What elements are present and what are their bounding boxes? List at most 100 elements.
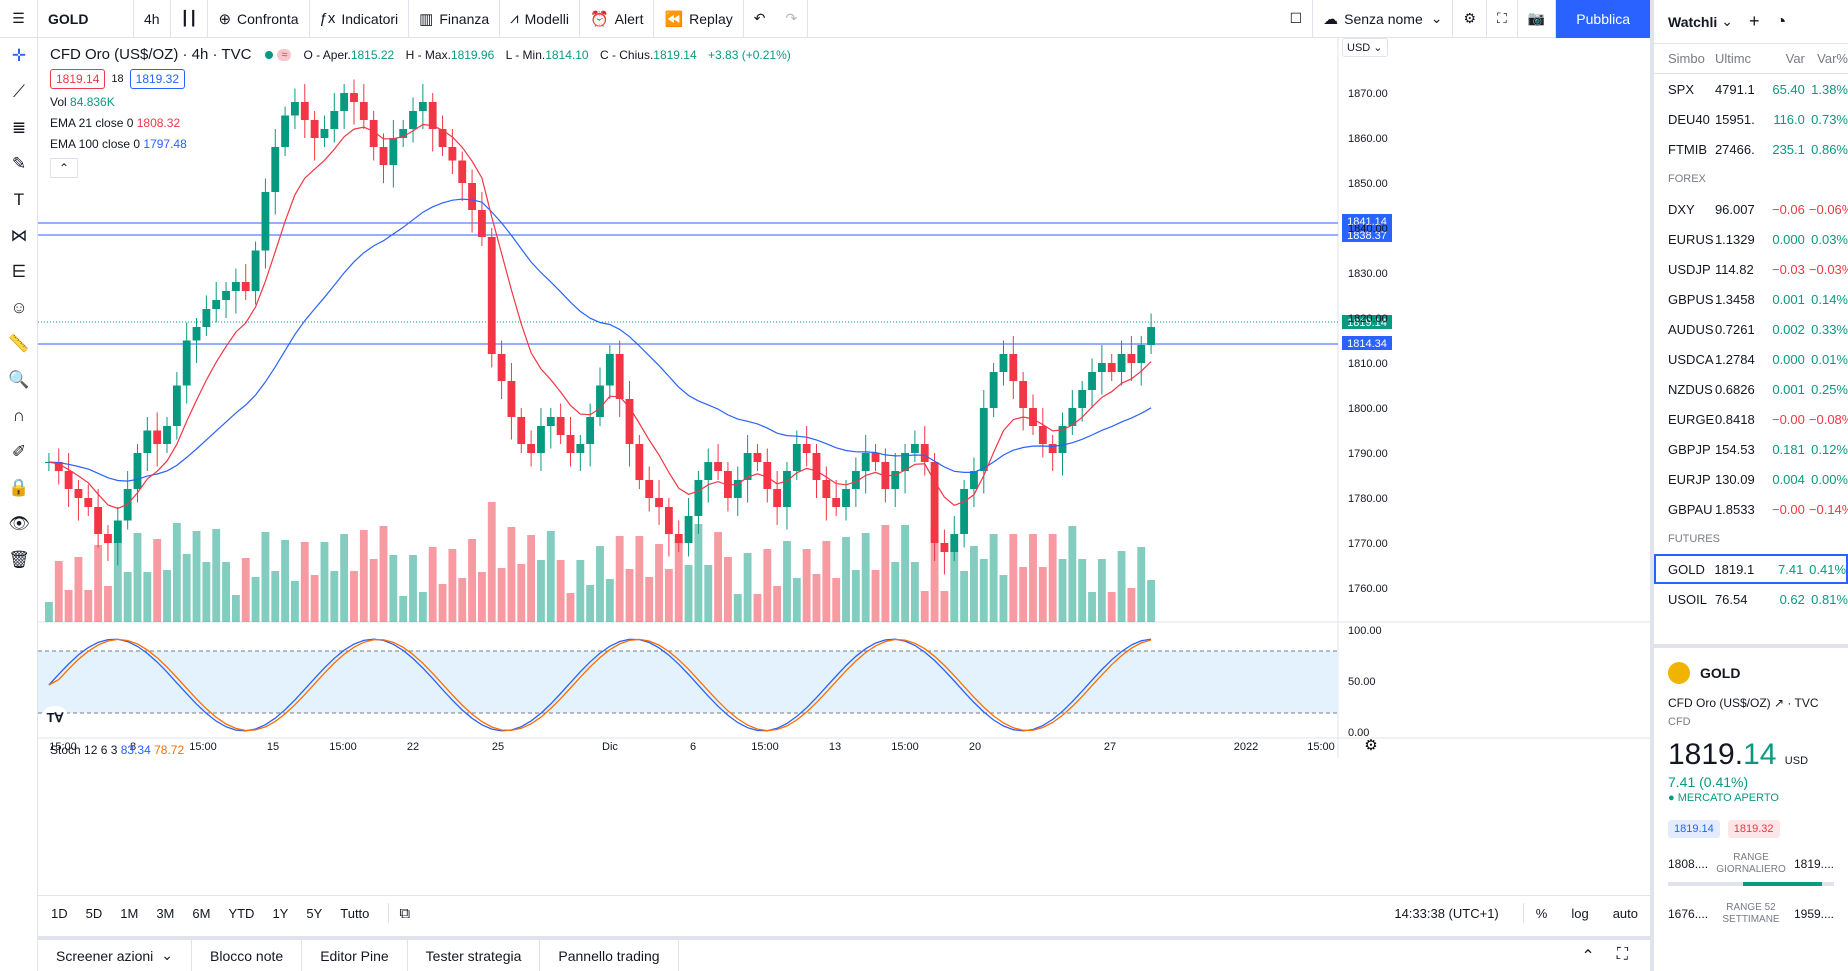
log-toggle[interactable]: log [1571, 905, 1589, 921]
chart-area[interactable]: 1841.14 1838.37 1819.14 1814.34 1870.00 1… [38, 38, 1650, 888]
plus-icon[interactable]: + [1749, 11, 1760, 31]
tab-stock-screener[interactable]: Screener azioni ⌄ [38, 940, 193, 971]
gear-icon[interactable]: ⚙ [1364, 737, 1377, 754]
watchlist-row-eurus[interactable]: EURUS 1.1329 0.000 0.03% [1654, 224, 1848, 254]
maximize-icon[interactable]: ⛶ [1616, 945, 1628, 963]
fullscreen-button[interactable]: ⛶ [1487, 0, 1518, 38]
text-tool-icon[interactable]: T [13, 190, 25, 209]
lock-icon[interactable]: 🔒 [8, 478, 30, 497]
detail-symbol[interactable]: GOLD [1700, 665, 1741, 681]
eye-icon[interactable]: 👁 [8, 514, 30, 533]
range-6m[interactable]: 6M [192, 905, 211, 921]
watchlist-row-usoil[interactable]: USOIL 76.54 0.62 0.81% [1654, 584, 1848, 614]
tab-notes[interactable]: Blocco note [192, 940, 303, 971]
tab-pine-editor[interactable]: Editor Pine [302, 940, 408, 971]
tab-trading-panel[interactable]: Pannello trading [540, 940, 679, 971]
range-1m[interactable]: 1M [120, 905, 139, 921]
ema21-legend[interactable]: EMA 21 close 0 1808.32 [50, 116, 799, 130]
tab-strategy-tester[interactable]: Tester strategia [408, 940, 541, 971]
clock-timezone[interactable]: 14:33:38 (UTC+1) [1394, 905, 1499, 921]
col-last[interactable]: Ultimc [1714, 51, 1752, 66]
crosshair-icon[interactable]: ✛ [11, 46, 27, 65]
chart-type-button[interactable]: ┃┃ [171, 0, 209, 38]
time-axis[interactable]: 15:00 8 15:00 15 15:00 22 25 Dic 6 15:00 13 15:00 20… [49, 741, 1335, 753]
currency-selector[interactable]: USD ⌄ [1342, 38, 1388, 57]
replay-button[interactable]: ⏪ Replay [654, 0, 744, 38]
watchlist-row-deu40[interactable]: DEU40 15951. 116.0 0.73% [1654, 104, 1848, 134]
settings-button[interactable]: ⚙ [1453, 0, 1488, 38]
watchlist-row-gbpjp[interactable]: GBPJP 154.53 0.181 0.12% [1654, 434, 1848, 464]
range-tutto[interactable]: Tutto [340, 905, 370, 921]
watchlist-row-spx[interactable]: SPX 4791.1 65.40 1.38% [1654, 74, 1848, 104]
price-axis[interactable]: 1870.00 1860.00 1850.00 1840.00 1830.00 1820.… [1348, 88, 1388, 595]
col-change-pct[interactable]: Var% [1817, 51, 1848, 66]
pattern-icon[interactable]: ⋈ [10, 226, 28, 245]
range-5y[interactable]: 5Y [306, 905, 323, 921]
compare-button[interactable]: ⊕ Confronta [208, 0, 310, 38]
chart-canvas[interactable]: 1841.14 1838.37 1819.14 1814.34 1870.001… [38, 38, 1650, 888]
detail-name[interactable]: CFD Oro (US$/OZ) [1668, 696, 1771, 710]
trend-line-icon[interactable]: ⟋ [13, 82, 25, 101]
bid-pill[interactable]: 1819.14 [50, 69, 106, 89]
watchlist-row-gbpus[interactable]: GBPUS 1.3458 0.001 0.14% [1654, 284, 1848, 314]
fib-icon[interactable]: ⋿ [11, 262, 27, 281]
range-3m[interactable]: 3M [156, 905, 175, 921]
watchlist-title[interactable]: Watchli [1668, 13, 1718, 30]
watchlist-row-dxy[interactable]: DXY 96.007 −0.06−0.06% [1654, 194, 1848, 224]
layout-toggle-button[interactable]: ☐ [1280, 0, 1314, 38]
range-ytd[interactable]: YTD [228, 905, 255, 921]
auto-toggle[interactable]: auto [1612, 905, 1638, 921]
range-1d[interactable]: 1D [51, 905, 68, 921]
external-link-icon[interactable]: ↗ [1774, 696, 1785, 710]
section-futures[interactable]: FUTURES [1668, 533, 1720, 545]
series-title[interactable]: CFD Oro (US$/OZ) · 4h · TVC [50, 46, 252, 63]
ask-pill[interactable]: 1819.32 [129, 69, 186, 89]
snapshot-button[interactable]: 📷 [1518, 0, 1557, 38]
interval-button[interactable]: 4h [134, 0, 171, 38]
watchlist-row-usdca[interactable]: USDCA 1.2784 0.000 0.01% [1654, 344, 1848, 374]
finance-button[interactable]: ▥ Finanza [409, 0, 501, 38]
detail-ask[interactable]: 1819.32 [1727, 820, 1780, 838]
collapse-legend-button[interactable]: ⌃ [50, 158, 78, 178]
magnet-icon[interactable]: ∩ [12, 406, 26, 425]
watchlist-row-nzdus[interactable]: NZDUS 0.6826 0.001 0.25% [1654, 374, 1848, 404]
pie-chart-icon[interactable]: ◔ [1775, 11, 1787, 31]
alert-button[interactable]: ⏰ Alert [580, 0, 655, 38]
menu-icon[interactable]: ☰ [0, 0, 38, 38]
stoch-legend[interactable]: Stoch 12 6 3 83.34 78.72 [50, 743, 184, 757]
col-change[interactable]: Var [1785, 51, 1805, 66]
lock-drawing-icon[interactable]: ✐ [11, 442, 27, 461]
undo-button[interactable]: ↶ [744, 0, 776, 38]
watchlist-row-gold[interactable]: GOLD 1819.1 7.41 0.41% [1654, 554, 1848, 584]
detail-bid[interactable]: 1819.14 [1668, 820, 1720, 838]
volume-legend[interactable]: Vol 84.836K [50, 95, 799, 109]
ruler-icon[interactable]: 📏 [8, 334, 30, 353]
range-1y[interactable]: 1Y [272, 905, 289, 921]
templates-button[interactable]: ⩘ Modelli [500, 0, 580, 38]
symbol-search-button[interactable]: GOLD [38, 0, 134, 38]
indicators-button[interactable]: ƒx Indicatori [310, 0, 410, 38]
redo-button[interactable]: ↷ [775, 0, 809, 38]
percent-toggle[interactable]: % [1535, 905, 1548, 921]
parallel-lines-icon[interactable]: ≣ [11, 118, 27, 137]
chevron-up-icon[interactable]: ⌃ [1581, 947, 1595, 965]
trash-icon[interactable]: 🗑 [8, 550, 30, 569]
range-5d[interactable]: 5D [85, 905, 103, 921]
section-forex[interactable]: FOREX [1668, 173, 1706, 185]
col-symbol[interactable]: Simbo [1668, 51, 1705, 66]
watchlist-row-eurjp[interactable]: EURJP 130.09 0.004 0.00% [1654, 464, 1848, 494]
brush-icon[interactable]: ✎ [11, 154, 27, 173]
ema100-legend[interactable]: EMA 100 close 0 1797.48 [50, 137, 799, 151]
emoji-icon[interactable]: ☺ [10, 298, 28, 317]
row-symbol: EURUS [1668, 231, 1714, 247]
date-range-icon[interactable]: ⧉ [399, 904, 411, 922]
watchlist-row-ftmib[interactable]: FTMIB 27466. 235.1 0.86% [1654, 134, 1848, 164]
status-indicator: ≈ [265, 48, 292, 61]
zoom-in-icon[interactable]: 🔍 [8, 370, 30, 389]
watchlist-row-audus[interactable]: AUDUS 0.7261 0.002 0.33% [1654, 314, 1848, 344]
publish-button[interactable]: Pubblica [1556, 0, 1650, 38]
layout-name-button[interactable]: ☁ Senza nome ⌄ [1313, 0, 1454, 38]
